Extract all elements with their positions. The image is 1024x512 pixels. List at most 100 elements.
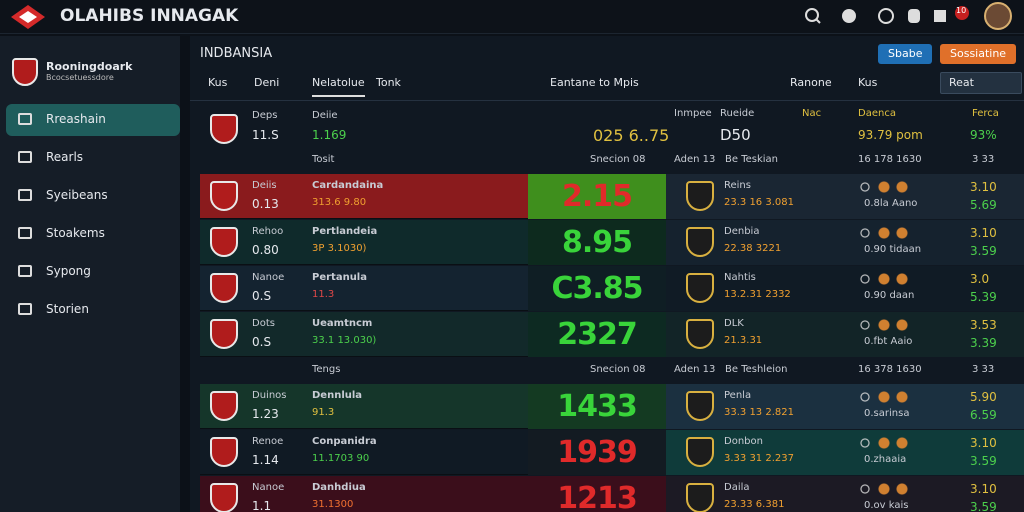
brand-sub: Bcocsetuessdore: [46, 73, 114, 82]
right-sub: 0.8la Aano: [864, 198, 918, 209]
value-b: 3.59: [970, 500, 997, 512]
right-block: [666, 430, 1024, 475]
summary-center: 025 6..75: [593, 126, 670, 145]
filter[interactable]: Ranone: [790, 76, 832, 89]
filter[interactable]: Nelatolue: [312, 76, 365, 97]
value-a: 5.90: [970, 390, 997, 404]
nav-icon: [18, 151, 32, 163]
top-bar: OLAHIBS INNAGAK 10: [0, 0, 1024, 34]
button[interactable]: Sbabe: [878, 44, 933, 64]
right-name: Daila: [724, 482, 750, 493]
value-b: 3.39: [970, 336, 997, 350]
filter[interactable]: Kus: [858, 76, 878, 89]
right-name: Donbon: [724, 436, 763, 447]
right-odds: 33.3 13 2.821: [724, 407, 794, 418]
nav-item[interactable]: Sypong: [6, 256, 180, 288]
team-name: Nanoe: [252, 272, 285, 283]
team-logo: [210, 114, 238, 144]
summary-value: D50: [720, 126, 751, 144]
section-end: 3 33: [972, 154, 995, 165]
value-b: 5.39: [970, 290, 997, 304]
match-row[interactable]: Deiis 0.13 Cardandaina 313.6 9.80 2.15 Reins 2…: [200, 174, 1024, 219]
summary-value: 1.169: [312, 128, 347, 142]
match-row[interactable]: Dots 0.S Ueamtncm 33.1 13.030) 2327 DLK 21.3.3…: [200, 312, 1024, 357]
right-block: [666, 476, 1024, 512]
match-row[interactable]: Nanoe 1.1 Danhdiua 31.1300 1213 Daila 23.33 6.…: [200, 476, 1024, 512]
main-panel: INDBANSIA Sbabe Sossiatine Kus Deni Nelatolue…: [190, 36, 1024, 512]
summary-value: 93%: [970, 128, 997, 142]
value-a: 3.10: [970, 482, 997, 496]
event-odds: 3P 3.1030): [312, 243, 367, 254]
section-center: Snecion 08: [590, 154, 646, 165]
value-b: 5.69: [970, 198, 997, 212]
team-name: Renoe: [252, 436, 284, 447]
event-odds: 11.1703 90: [312, 453, 370, 464]
team-logo: [210, 437, 238, 467]
team-name: Deiis: [252, 180, 277, 191]
right-block: [666, 266, 1024, 311]
toolbar-icons[interactable]: [802, 4, 982, 30]
right-odds: 13.2.31 2332: [724, 289, 791, 300]
match-row[interactable]: Duinos 1.23 Dennlula 91.3 1433 Penla 33.3 13 2…: [200, 384, 1024, 429]
section-center: Snecion 08: [590, 364, 646, 375]
event-odds: 313.6 9.80: [312, 197, 367, 208]
right-odds: 22.38 3221: [724, 243, 782, 254]
right-odds: 23.3 16 3.081: [724, 197, 794, 208]
event-name: Dennlula: [312, 390, 363, 401]
center-odds: 1939: [557, 435, 638, 470]
filter[interactable]: Reat: [940, 72, 1022, 94]
filter[interactable]: Deni: [254, 76, 280, 89]
summary-label: Daenca: [858, 108, 896, 119]
brand-logo: [12, 58, 38, 86]
event-odds: 31.1300: [312, 499, 354, 510]
nav-item[interactable]: Rreashain: [6, 104, 180, 136]
brand-name: Rooningdoark: [46, 60, 133, 73]
team-logo: [210, 391, 238, 421]
nav-icon: [18, 227, 32, 239]
team-logo: [686, 483, 714, 512]
center-block: [528, 384, 666, 429]
avatar[interactable]: [984, 2, 1012, 30]
center-block: [528, 476, 666, 512]
button[interactable]: Sossiatine: [940, 44, 1017, 64]
status-icons: [860, 227, 910, 239]
right-sub: 0.90 daan: [864, 290, 915, 301]
nav-item[interactable]: Syeibeans: [6, 180, 180, 212]
status-icons: [860, 391, 910, 403]
summary-value: 93.79 pom: [858, 128, 923, 142]
summary-label: Deiie: [312, 110, 338, 121]
event-odds: 91.3: [312, 407, 335, 418]
center-block: [528, 266, 666, 311]
match-row[interactable]: Renoe 1.14 Conpanidra 11.1703 90 1939 Donbon 3…: [200, 430, 1024, 475]
filter[interactable]: Eantane to Mpis: [550, 76, 639, 89]
app-logo: [11, 5, 45, 29]
filter[interactable]: Kus: [208, 76, 228, 89]
center-odds: 2327: [557, 317, 638, 352]
nav-icon: [18, 113, 32, 125]
value-a: 3.10: [970, 226, 997, 240]
nav-icon: [18, 265, 32, 277]
match-row[interactable]: Nanoe 0.S Pertanula 11.3 C3.85 Nahtis 13.2.31 …: [200, 266, 1024, 311]
center-block: [528, 220, 666, 265]
nav-item[interactable]: Rearls: [6, 142, 180, 174]
center-odds: 2.15: [561, 179, 633, 214]
section-label: Tosit: [312, 154, 335, 165]
match-row[interactable]: Rehoo 0.80 Pertlandeia 3P 3.1030) 8.95 Denbia…: [200, 220, 1024, 265]
value-a: 3.53: [970, 318, 997, 332]
value-b: 3.59: [970, 244, 997, 258]
nav-label: Stoakems: [46, 226, 105, 240]
team-logo: [210, 483, 238, 512]
nav-item[interactable]: Stoakems: [6, 218, 180, 250]
right-sub: 0.90 tidaan: [864, 244, 922, 255]
summary-label: Inmpee: [674, 108, 712, 119]
nav-label: Sypong: [46, 264, 91, 278]
event-name: Cardandaina: [312, 180, 384, 191]
filter[interactable]: Tonk: [376, 76, 401, 89]
nav-item[interactable]: Storien: [6, 294, 180, 326]
panel-title: INDBANSIA: [200, 46, 273, 61]
status-icons: [860, 483, 910, 495]
team-odds: 0.13: [252, 197, 279, 211]
nav-label: Rearls: [46, 150, 84, 164]
team-name: Nanoe: [252, 482, 285, 493]
